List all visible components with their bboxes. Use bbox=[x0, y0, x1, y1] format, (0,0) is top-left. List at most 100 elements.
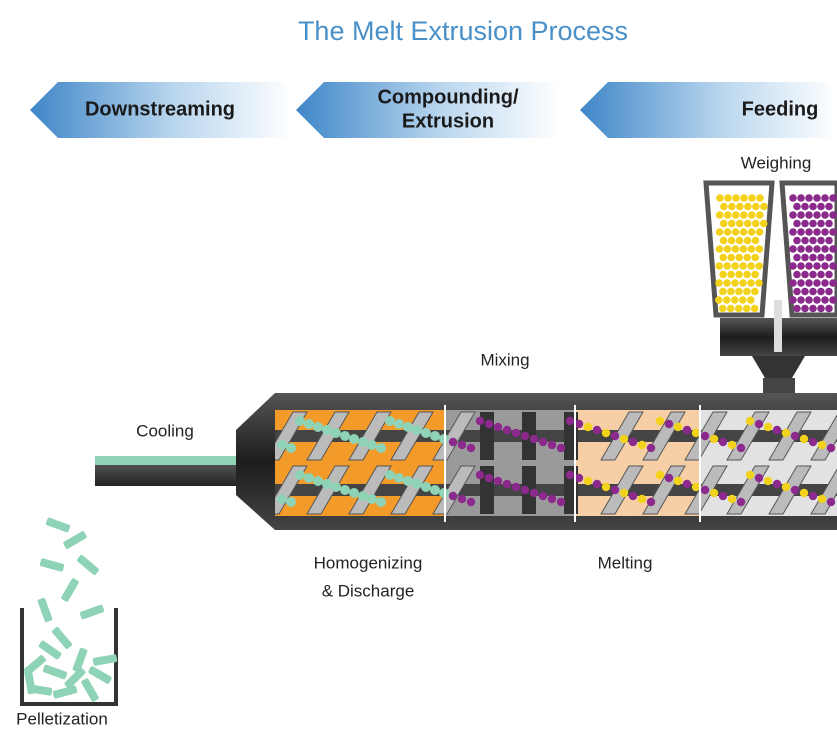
granule bbox=[793, 253, 801, 262]
particle bbox=[358, 437, 368, 447]
granule bbox=[825, 287, 833, 296]
granule bbox=[719, 236, 728, 245]
particle bbox=[736, 443, 746, 453]
particle bbox=[547, 494, 557, 504]
granule bbox=[809, 219, 817, 228]
particle bbox=[376, 497, 386, 507]
granule bbox=[739, 262, 747, 270]
granule bbox=[723, 296, 731, 304]
stage-arrow bbox=[580, 82, 837, 138]
pellet bbox=[77, 555, 99, 575]
granule bbox=[719, 287, 727, 296]
particle bbox=[646, 497, 656, 507]
particle bbox=[367, 494, 377, 504]
granule bbox=[726, 304, 735, 313]
granule bbox=[821, 296, 829, 304]
particle bbox=[565, 470, 575, 480]
particle bbox=[286, 497, 296, 507]
granule bbox=[727, 236, 736, 245]
particle bbox=[709, 434, 719, 444]
granule bbox=[743, 236, 752, 245]
particle bbox=[430, 431, 440, 441]
particle bbox=[592, 479, 602, 489]
granule bbox=[748, 211, 756, 219]
granule bbox=[793, 219, 801, 228]
particle bbox=[394, 473, 404, 483]
label-mixing: Mixing bbox=[480, 350, 529, 369]
granule bbox=[821, 228, 829, 236]
granule bbox=[739, 279, 747, 287]
granule bbox=[793, 236, 801, 245]
funnel bbox=[752, 356, 805, 378]
granule bbox=[751, 253, 760, 262]
granule bbox=[813, 211, 821, 219]
particle bbox=[691, 428, 701, 438]
granule bbox=[747, 296, 755, 304]
granule bbox=[728, 202, 736, 211]
granule bbox=[793, 287, 801, 296]
particle bbox=[538, 437, 548, 447]
granule bbox=[797, 245, 805, 253]
granule bbox=[740, 211, 748, 219]
granule bbox=[755, 262, 763, 270]
granule bbox=[756, 194, 764, 202]
label-cooling: Cooling bbox=[136, 421, 194, 440]
granule bbox=[750, 304, 759, 313]
granule bbox=[789, 296, 797, 304]
granule bbox=[817, 202, 825, 211]
particle bbox=[754, 419, 764, 429]
particle bbox=[628, 437, 638, 447]
screw-flight bbox=[768, 411, 812, 461]
particle bbox=[772, 425, 782, 435]
screw-flight bbox=[348, 465, 392, 515]
particle bbox=[466, 443, 476, 453]
particle bbox=[340, 431, 350, 441]
granule bbox=[825, 236, 833, 245]
particle bbox=[376, 443, 386, 453]
granule bbox=[821, 262, 829, 270]
granule bbox=[817, 270, 825, 279]
granule bbox=[829, 262, 837, 270]
granule bbox=[735, 219, 744, 228]
particle bbox=[340, 485, 350, 495]
granule bbox=[755, 228, 764, 236]
particle bbox=[808, 437, 818, 447]
particle bbox=[655, 416, 665, 426]
particle bbox=[772, 479, 782, 489]
granule bbox=[719, 219, 728, 228]
feeder-divider bbox=[774, 300, 782, 352]
granule bbox=[829, 211, 837, 219]
particle bbox=[322, 479, 332, 489]
particle bbox=[484, 473, 494, 483]
granule bbox=[742, 304, 751, 313]
stage-arrow bbox=[30, 82, 292, 138]
granule bbox=[801, 253, 809, 262]
label-pelletization: Pelletization bbox=[16, 709, 108, 728]
particle bbox=[610, 431, 620, 441]
granule bbox=[735, 287, 743, 296]
particle bbox=[295, 470, 305, 480]
granule bbox=[731, 262, 739, 270]
pellet bbox=[37, 597, 53, 623]
granule bbox=[829, 194, 837, 202]
granule bbox=[755, 245, 764, 253]
particle bbox=[664, 473, 674, 483]
granule bbox=[801, 219, 809, 228]
particle bbox=[403, 476, 413, 486]
granule bbox=[821, 245, 829, 253]
granule bbox=[829, 245, 837, 253]
particle bbox=[331, 482, 341, 492]
particle bbox=[538, 491, 548, 501]
particle bbox=[475, 416, 485, 426]
particle bbox=[331, 428, 341, 438]
granule bbox=[789, 245, 797, 253]
particle bbox=[457, 494, 467, 504]
particle bbox=[484, 419, 494, 429]
granule bbox=[821, 211, 829, 219]
granule bbox=[736, 202, 744, 211]
granule bbox=[809, 202, 817, 211]
particle bbox=[367, 440, 377, 450]
particle bbox=[466, 497, 476, 507]
particle bbox=[394, 419, 404, 429]
particle bbox=[790, 485, 800, 495]
